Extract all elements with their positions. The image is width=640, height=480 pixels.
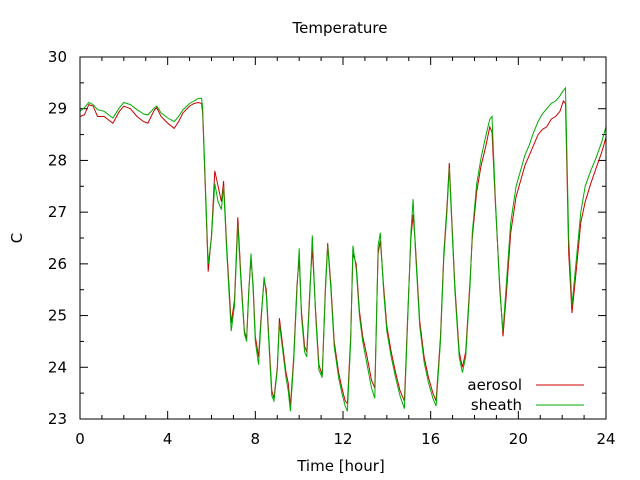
plot-frame [79, 56, 607, 420]
y-tick-label: 29 [48, 100, 67, 118]
chart-title: Temperature [291, 19, 387, 37]
x-tick-label: 4 [163, 430, 173, 448]
legend-label-aerosol: aerosol [467, 376, 522, 394]
x-tick-label: 8 [251, 430, 261, 448]
x-tick-label: 0 [75, 430, 85, 448]
y-tick-label: 28 [48, 151, 67, 169]
y-tick-label: 23 [48, 410, 67, 428]
legend-label-sheath: sheath [471, 396, 522, 414]
legend: aerosol sheath [467, 376, 584, 414]
x-tick-label: 24 [596, 430, 615, 448]
axis-ticks: 0 4 8 12 16 20 24 23 24 25 26 27 28 29 30 [48, 48, 616, 448]
y-tick-label: 24 [48, 358, 67, 376]
series-line-sheath [79, 86, 607, 412]
x-tick-label: 12 [333, 430, 352, 448]
y-tick-label: 27 [48, 203, 67, 221]
x-tick-label: 16 [421, 430, 440, 448]
x-axis-label: Time [hour] [296, 457, 385, 475]
x-tick-label: 20 [509, 430, 528, 448]
y-tick-label: 30 [48, 48, 67, 66]
plot-area [79, 86, 607, 412]
series-line-aerosol [79, 100, 607, 407]
y-tick-label: 26 [48, 255, 67, 273]
y-axis-label: C [8, 233, 26, 243]
y-tick-label: 25 [48, 307, 67, 325]
